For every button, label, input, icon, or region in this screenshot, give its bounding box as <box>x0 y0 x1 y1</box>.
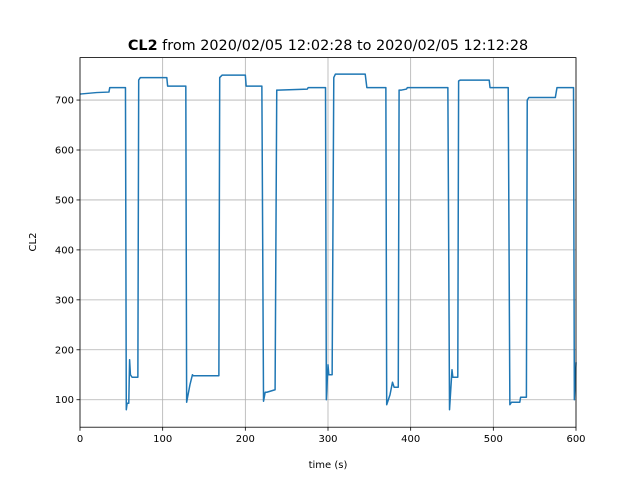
y-tick-label: 500 <box>55 195 74 206</box>
x-tick-label: 200 <box>236 434 255 445</box>
x-tick-label: 600 <box>566 434 585 445</box>
plot-frame <box>79 57 577 428</box>
x-tick-label: 400 <box>401 434 420 445</box>
x-axis-label: time (s) <box>309 460 348 471</box>
chart-title: CL2 from 2020/02/05 12:02:28 to 2020/02/… <box>128 38 528 54</box>
x-tick-label: 100 <box>153 434 172 445</box>
x-tick-label: 0 <box>77 434 83 445</box>
x-tick-label: 300 <box>318 434 337 445</box>
y-tick-label: 100 <box>55 395 74 406</box>
y-tick-label: 700 <box>55 96 74 107</box>
y-tick-label: 600 <box>55 146 74 157</box>
y-tick-label: 400 <box>55 245 74 256</box>
chart-title-bold: CL2 <box>128 38 158 54</box>
y-tick-label: 300 <box>55 295 74 306</box>
chart-title-rest: from 2020/02/05 12:02:28 to 2020/02/05 1… <box>162 38 528 54</box>
y-axis-label: CL2 <box>28 233 39 252</box>
x-tick-label: 500 <box>484 434 503 445</box>
y-tick-label: 200 <box>55 345 74 356</box>
data-line <box>79 73 577 411</box>
